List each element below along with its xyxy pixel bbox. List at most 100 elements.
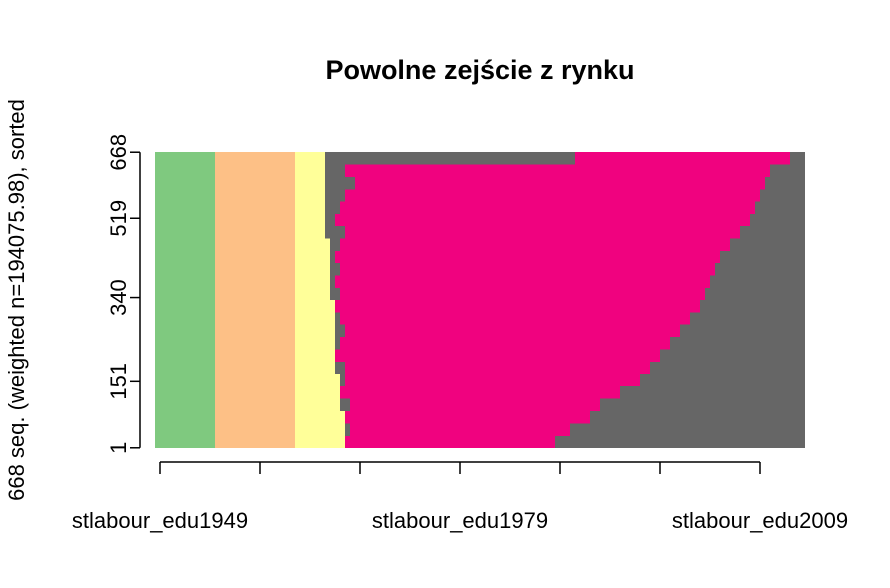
sequence-segment xyxy=(720,251,805,263)
sequence-segment xyxy=(215,411,295,424)
sequence-segment xyxy=(335,337,340,350)
sequence-segment xyxy=(670,337,805,350)
sequence-segment xyxy=(600,398,805,411)
sequence-segment xyxy=(555,435,805,448)
sequence-segment xyxy=(345,189,760,202)
sequence-segment xyxy=(340,287,705,301)
sequence-segment xyxy=(295,201,325,214)
sequence-segment xyxy=(770,164,805,178)
sequence-segment xyxy=(215,164,295,178)
sequence-segment xyxy=(295,152,325,165)
sequence-segment xyxy=(345,423,350,436)
sequence-segment xyxy=(155,361,215,375)
sequence-segment xyxy=(755,201,805,214)
sequence-segment xyxy=(155,374,215,387)
y-tick-label: 340 xyxy=(106,279,131,316)
sequence-segment xyxy=(590,411,805,424)
sequence-segment xyxy=(215,238,295,252)
y-tick-label: 668 xyxy=(106,134,131,171)
sequence-segment xyxy=(700,300,805,313)
sequence-segment xyxy=(345,324,680,337)
sequence-segment xyxy=(650,361,805,375)
sequence-segment xyxy=(335,349,660,362)
sequence-segment xyxy=(215,189,295,202)
sequence-segment xyxy=(295,251,330,263)
sequence-segment xyxy=(690,312,805,325)
chart-title: Powolne zejście z rynku xyxy=(325,55,634,85)
sequence-segment xyxy=(155,337,215,350)
sequence-segment xyxy=(335,361,345,375)
sequence-segment xyxy=(155,263,215,276)
sequence-segment xyxy=(215,349,295,362)
sequence-segment xyxy=(295,324,335,337)
sequence-segment xyxy=(765,177,805,190)
sequence-segment xyxy=(295,275,330,288)
sequence-segment xyxy=(295,398,340,411)
sequence-segment xyxy=(295,349,335,362)
sequence-segment xyxy=(155,213,215,227)
x-tick-label: stlabour_edu1979 xyxy=(372,508,548,533)
sequence-segment xyxy=(340,337,670,350)
sequence-segment xyxy=(295,238,330,252)
sequence-segment xyxy=(215,300,295,313)
sequence-segment xyxy=(155,300,215,313)
sequence-segment xyxy=(215,361,295,375)
sequence-segment xyxy=(330,251,335,263)
sequence-segment xyxy=(155,152,215,165)
sequence-segment xyxy=(215,324,295,337)
sequence-segment xyxy=(295,374,340,387)
sequence-segment xyxy=(325,213,335,227)
sequence-segment xyxy=(295,361,335,375)
sequence-segment xyxy=(680,324,805,337)
sequence-segment xyxy=(345,164,770,178)
sequence-segment xyxy=(620,386,805,399)
sequence-segment xyxy=(215,152,295,165)
sequence-segment xyxy=(155,398,215,411)
sequence-segment xyxy=(710,275,805,288)
sequence-segment xyxy=(155,423,215,436)
sequence-segment xyxy=(330,238,340,252)
y-tick-label: 151 xyxy=(106,363,131,400)
sequence-segment xyxy=(325,189,345,202)
sequence-segment xyxy=(155,189,215,202)
sequence-segment xyxy=(295,435,345,448)
sequence-segment xyxy=(340,386,620,399)
sequence-segment xyxy=(660,349,805,362)
sequence-segment xyxy=(155,435,215,448)
sequence-segment xyxy=(570,423,805,436)
sequence-segment xyxy=(750,213,805,227)
sequence-segment xyxy=(295,177,325,190)
sequence-segment xyxy=(155,275,215,288)
y-axis-label: 668 seq. (weighted n=194075.98), sorted xyxy=(4,99,29,501)
sequence-segment xyxy=(155,386,215,399)
sequence-segment xyxy=(575,152,790,165)
sequence-segment xyxy=(330,263,340,276)
sequence-segment xyxy=(215,435,295,448)
sequence-segment xyxy=(295,263,330,276)
sequence-segment xyxy=(350,398,600,411)
sequence-segment xyxy=(155,201,215,214)
sequence-segment xyxy=(335,300,700,313)
sequence-segment xyxy=(345,435,555,448)
sequence-segment xyxy=(325,177,355,190)
sequence-segment xyxy=(295,312,335,325)
sequence-segment xyxy=(340,398,350,411)
sequence-segment xyxy=(730,238,805,252)
sequence-segment xyxy=(340,238,730,252)
sequence-segment xyxy=(295,386,340,399)
sequence-segment xyxy=(155,226,215,239)
sequence-segment xyxy=(760,189,805,202)
sequence-segment xyxy=(155,349,215,362)
sequence-segment xyxy=(295,213,325,227)
y-tick-label: 1 xyxy=(106,442,131,454)
sequence-segment xyxy=(215,213,295,227)
sequence-segment xyxy=(335,275,710,288)
sequence-segment xyxy=(215,374,295,387)
sequence-segment xyxy=(340,312,690,325)
sequence-segment xyxy=(350,423,570,436)
sequence-segment xyxy=(335,251,720,263)
sequence-segment xyxy=(155,164,215,178)
y-tick-label: 519 xyxy=(106,200,131,237)
sequence-segment xyxy=(215,201,295,214)
